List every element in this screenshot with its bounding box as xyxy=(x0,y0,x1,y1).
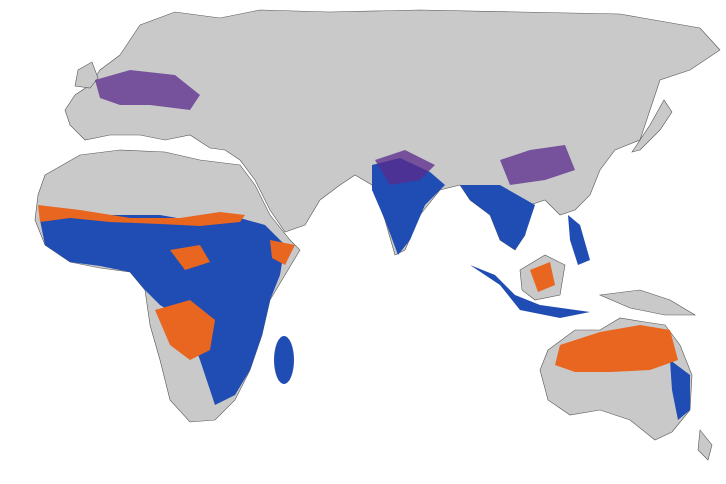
southeast-asia-blue xyxy=(460,185,535,250)
japan xyxy=(631,99,673,153)
australia-orange xyxy=(555,325,678,372)
south-china-purple xyxy=(500,145,575,185)
east-africa-orange xyxy=(270,240,295,265)
sahel-orange xyxy=(38,205,245,226)
orange-regions xyxy=(38,205,678,372)
borneo-orange xyxy=(530,262,555,292)
uk xyxy=(74,61,99,89)
central-africa-orange xyxy=(170,245,210,270)
africa-blue xyxy=(40,210,285,405)
indonesia-blue xyxy=(470,265,590,318)
australia-blue xyxy=(670,360,690,420)
purple-regions xyxy=(95,70,575,185)
philippines-blue xyxy=(568,215,590,265)
north-india-purple xyxy=(375,150,435,185)
southern-africa-orange xyxy=(155,300,215,360)
new-zealand xyxy=(697,429,713,461)
europe-purple xyxy=(95,70,200,110)
madagascar xyxy=(274,336,294,384)
new-guinea xyxy=(598,289,697,316)
blue-regions xyxy=(40,158,690,420)
